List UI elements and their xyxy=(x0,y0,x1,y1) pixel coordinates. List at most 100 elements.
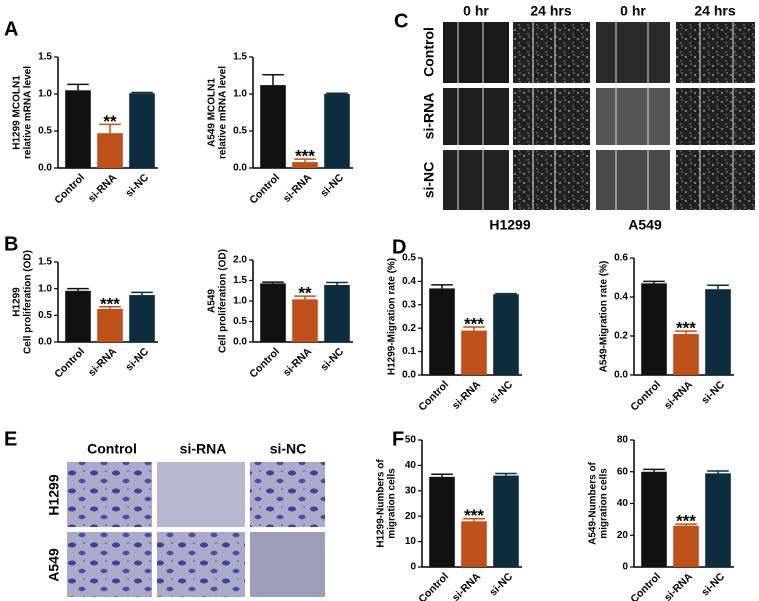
x-tick-label: si-RNA xyxy=(662,570,696,601)
x-tick-label: Control xyxy=(416,379,451,414)
y-tick-label: 1.0 xyxy=(38,283,52,294)
row-header: si-RNA xyxy=(421,93,437,140)
y-tick-label: 1.5 xyxy=(38,52,52,63)
y-tick-label: 50 xyxy=(405,435,417,446)
column-header: si-RNA xyxy=(180,441,227,457)
error-bar xyxy=(495,472,517,476)
y-tick-label: 0.2 xyxy=(402,323,416,334)
panel-label: A xyxy=(4,18,18,40)
error-bar xyxy=(326,281,348,286)
y-tick-label: 0.4 xyxy=(402,276,416,287)
y-axis-label: A549 xyxy=(207,289,218,313)
panel-label: C xyxy=(394,10,408,32)
bar xyxy=(493,294,519,375)
y-tick-label: 1.5 xyxy=(38,257,52,268)
x-tick-label: si-NC xyxy=(123,171,151,199)
error-bar xyxy=(262,74,284,86)
y-tick-label: 0.0 xyxy=(38,163,52,174)
y-tick-label: 0.0 xyxy=(233,337,247,348)
error-bar xyxy=(99,306,121,309)
y-tick-label: 0 xyxy=(622,562,628,573)
x-tick-label: si-RNA xyxy=(281,171,315,205)
y-tick-label: 1.5 xyxy=(233,275,247,286)
y-tick-label: 1.5 xyxy=(233,52,247,63)
row-header: Control xyxy=(421,27,437,77)
column-header: 24 hrs xyxy=(530,3,571,19)
row-header: si-NC xyxy=(421,162,437,199)
x-tick-label: Control xyxy=(52,346,87,381)
error-bar xyxy=(431,473,453,477)
significance-label: *** xyxy=(464,315,484,334)
column-header: 0 hr xyxy=(463,3,489,19)
bar xyxy=(705,289,731,375)
row-header: H1299 xyxy=(46,474,62,515)
panel-label: B xyxy=(4,233,18,255)
x-tick-label: si-NC xyxy=(487,378,515,406)
x-tick-label: Control xyxy=(628,379,663,414)
x-tick-label: si-NC xyxy=(699,570,727,598)
error-bar xyxy=(67,287,89,291)
y-axis-label: Cell proliferation (OD) xyxy=(218,249,229,353)
y-tick-label: 30 xyxy=(405,485,417,496)
y-tick-label: 1.0 xyxy=(233,89,247,100)
x-tick-label: si-NC xyxy=(318,171,346,199)
error-bar xyxy=(294,158,316,163)
bar xyxy=(65,90,91,168)
error-bar xyxy=(131,91,153,94)
significance-label: *** xyxy=(295,147,315,166)
bar xyxy=(429,476,455,567)
x-tick-label: si-NC xyxy=(699,378,727,406)
scratch-images xyxy=(443,22,755,210)
y-axis-label: H1299 MCOLN1 xyxy=(12,75,23,150)
y-tick-label: 1.0 xyxy=(38,89,52,100)
column-header: 24 hrs xyxy=(694,3,735,19)
error-bar xyxy=(675,330,697,335)
significance-label: *** xyxy=(464,506,484,525)
y-axis-label: A549-Numbers of xyxy=(588,461,599,544)
bar xyxy=(97,133,123,168)
x-tick-label: si-RNA xyxy=(86,171,120,205)
error-bar xyxy=(643,280,665,284)
significance-label: ** xyxy=(298,284,312,303)
panel-label: E xyxy=(4,428,17,450)
y-tick-label: 0.2 xyxy=(614,331,628,342)
x-tick-label: si-NC xyxy=(318,345,346,373)
significance-label: *** xyxy=(676,319,696,338)
y-tick-label: 60 xyxy=(617,466,629,477)
y-tick-label: 0.5 xyxy=(38,310,52,321)
cell-line-label: H1299 xyxy=(489,217,530,233)
bar xyxy=(65,290,91,342)
bar xyxy=(324,285,350,342)
x-tick-label: Control xyxy=(52,172,87,207)
bar xyxy=(97,308,123,342)
error-bar xyxy=(326,92,348,95)
error-bar xyxy=(707,470,729,474)
x-tick-label: si-RNA xyxy=(662,378,696,412)
significance-label: *** xyxy=(676,512,696,531)
y-tick-label: 0.6 xyxy=(614,253,628,264)
significance-label: *** xyxy=(100,294,120,313)
y-tick-label: 0.5 xyxy=(38,126,52,137)
bar xyxy=(292,299,318,342)
error-bar xyxy=(99,123,121,134)
x-tick-label: si-RNA xyxy=(450,378,484,412)
y-tick-label: 10 xyxy=(405,536,417,547)
error-bar xyxy=(463,326,485,331)
bar xyxy=(429,288,455,375)
x-tick-label: si-NC xyxy=(487,570,515,598)
y-axis-label: H1299-Numbers of xyxy=(376,459,387,548)
bar xyxy=(673,525,699,567)
bar xyxy=(673,334,699,375)
error-bar xyxy=(67,83,89,91)
y-tick-label: 0.5 xyxy=(233,126,247,137)
error-bar xyxy=(463,517,485,522)
x-tick-label: si-RNA xyxy=(86,345,120,379)
row-header: A549 xyxy=(46,548,62,582)
significance-label: ** xyxy=(103,112,117,131)
bar xyxy=(705,473,731,567)
y-tick-label: 1.0 xyxy=(233,296,247,307)
bar xyxy=(493,475,519,567)
error-bar xyxy=(294,295,316,300)
error-bar xyxy=(643,468,665,472)
